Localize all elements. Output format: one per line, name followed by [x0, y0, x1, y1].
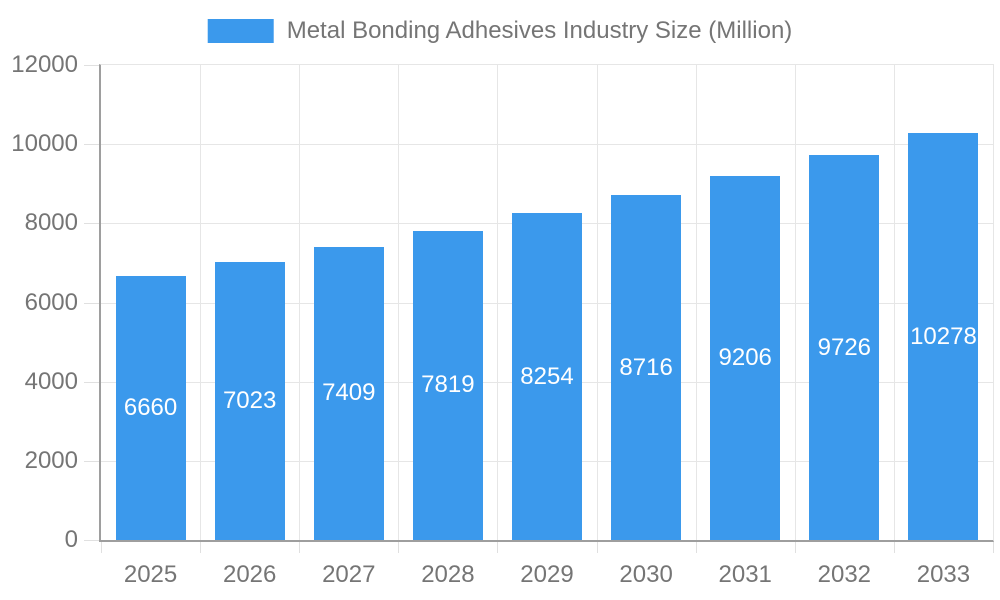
x-tick-label: 2025: [123, 561, 178, 588]
bar-2031: 9206: [710, 175, 781, 540]
x-tick-mark: [398, 542, 400, 553]
x-gridline: [299, 65, 301, 540]
bar-value-label: 9726: [817, 333, 872, 361]
x-tick-mark: [695, 542, 697, 553]
y-gridline: [101, 144, 993, 146]
bar-value-label: 10278: [910, 322, 977, 350]
x-tick-mark: [893, 542, 895, 553]
x-gridline: [695, 65, 697, 540]
x-tick-label: 2028: [421, 561, 475, 588]
x-tick-label: 2027: [322, 561, 376, 588]
bar-value-label: 6660: [123, 394, 178, 422]
y-tick-label: 6000: [24, 288, 78, 316]
bar-2026: 7023: [214, 262, 285, 540]
bar-2030: 8716: [611, 195, 682, 540]
bar-2025: 6660: [115, 276, 186, 540]
x-tick-label: 2026: [222, 561, 277, 588]
y-tick-label: 0: [64, 526, 78, 553]
x-tick-mark: [596, 542, 598, 553]
x-gridline: [398, 65, 400, 540]
x-tick-mark: [993, 542, 994, 553]
bar-2032: 9726: [809, 155, 880, 540]
bar-2028: 7819: [412, 230, 483, 540]
bar-value-label: 7409: [322, 379, 376, 407]
x-tick-mark: [200, 542, 202, 553]
y-tick-label: 10000: [11, 130, 78, 158]
chart-legend: Metal Bonding Adhesives Industry Size (M…: [207, 17, 793, 45]
legend-label: Metal Bonding Adhesives Industry Size (M…: [286, 17, 793, 44]
bar-2029: 8254: [512, 213, 582, 540]
legend-swatch: [207, 19, 274, 43]
x-tick-label: 2029: [520, 561, 574, 588]
x-tick-mark: [497, 542, 499, 553]
x-gridline: [893, 65, 895, 540]
x-tick-mark: [299, 542, 301, 553]
bar-value-label: 7819: [421, 371, 475, 399]
y-tick-label: 2000: [24, 446, 78, 474]
x-tick-label: 2032: [817, 561, 872, 588]
bar-value-label: 7023: [222, 387, 277, 414]
x-tick-mark: [101, 542, 102, 553]
bar-value-label: 8716: [619, 353, 673, 381]
x-tick-mark: [794, 542, 796, 553]
x-gridline: [794, 65, 796, 540]
x-gridline: [596, 65, 598, 540]
bar-2033: 10278: [908, 133, 979, 540]
y-tick-label: 12000: [11, 51, 78, 78]
y-tick-label: 8000: [24, 209, 78, 237]
bar-value-label: 8254: [520, 362, 574, 390]
y-tick-label: 4000: [24, 367, 78, 395]
x-gridline: [497, 65, 499, 540]
x-tick-label: 2033: [916, 561, 971, 588]
x-tick-label: 2030: [619, 561, 673, 588]
x-tick-label: 2031: [718, 561, 772, 588]
plot-area: 6660 7023 7409 7819 8254 8716 9206 9726 10278: [99, 64, 994, 542]
x-gridline: [200, 65, 202, 540]
bar-value-label: 9206: [718, 343, 772, 371]
bar-2027: 7409: [313, 246, 384, 540]
